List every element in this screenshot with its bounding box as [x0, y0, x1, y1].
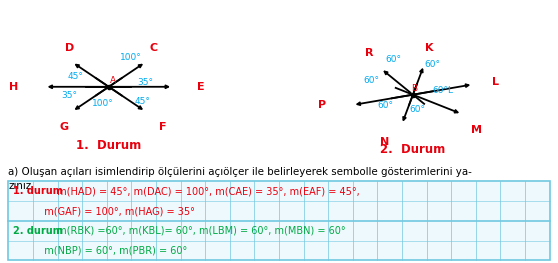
Text: 60°: 60°	[410, 105, 425, 114]
Text: 2. durum: 2. durum	[13, 226, 62, 236]
Text: G: G	[59, 122, 68, 132]
Text: R: R	[365, 48, 374, 58]
Text: 60°: 60°	[377, 101, 393, 110]
Text: m(GAF) = 100°, m(HAG) = 35°: m(GAF) = 100°, m(HAG) = 35°	[13, 206, 195, 216]
Text: 100°: 100°	[121, 53, 142, 62]
Text: 100°: 100°	[93, 99, 114, 108]
Text: m(HAD) = 45°, m(DAC) = 100°, m(CAE) = 35°, m(EAF) = 45°,: m(HAD) = 45°, m(DAC) = 100°, m(CAE) = 35…	[54, 186, 359, 196]
Text: P: P	[318, 100, 326, 110]
Text: 60°: 60°	[364, 76, 379, 85]
Text: 45°: 45°	[68, 72, 83, 81]
Text: 35°: 35°	[137, 78, 153, 87]
Text: L: L	[492, 77, 499, 87]
Text: B: B	[411, 84, 417, 93]
Text: E: E	[197, 82, 205, 92]
Text: 45°: 45°	[134, 97, 150, 106]
Text: N: N	[381, 136, 389, 146]
Text: 60°: 60°	[425, 60, 440, 69]
Text: A: A	[110, 76, 116, 85]
Text: 60°L: 60°L	[432, 86, 453, 95]
Text: m(NBP) = 60°, m(PBR) = 60°: m(NBP) = 60°, m(PBR) = 60°	[13, 245, 187, 256]
Text: a) Oluşan açıları isimlendirip ölçülerini açıölçer ile belirleyerek sembolle gös: a) Oluşan açıları isimlendirip ölçülerin…	[8, 167, 472, 191]
Text: 60°: 60°	[386, 55, 401, 64]
Text: K: K	[425, 43, 434, 53]
Text: 2.  Durum: 2. Durum	[381, 143, 445, 156]
Text: D: D	[65, 43, 74, 53]
Text: F: F	[158, 122, 166, 132]
FancyBboxPatch shape	[8, 181, 550, 260]
Text: H: H	[9, 82, 18, 92]
Text: 35°: 35°	[62, 92, 78, 100]
Text: m(RBK) =60°, m(KBL)= 60°, m(LBM) = 60°, m(MBN) = 60°: m(RBK) =60°, m(KBL)= 60°, m(LBM) = 60°, …	[54, 226, 345, 236]
Text: 1. durum: 1. durum	[13, 186, 62, 196]
Text: 1.  Durum: 1. Durum	[76, 139, 141, 153]
Text: C: C	[150, 43, 158, 53]
Text: M: M	[470, 125, 482, 135]
